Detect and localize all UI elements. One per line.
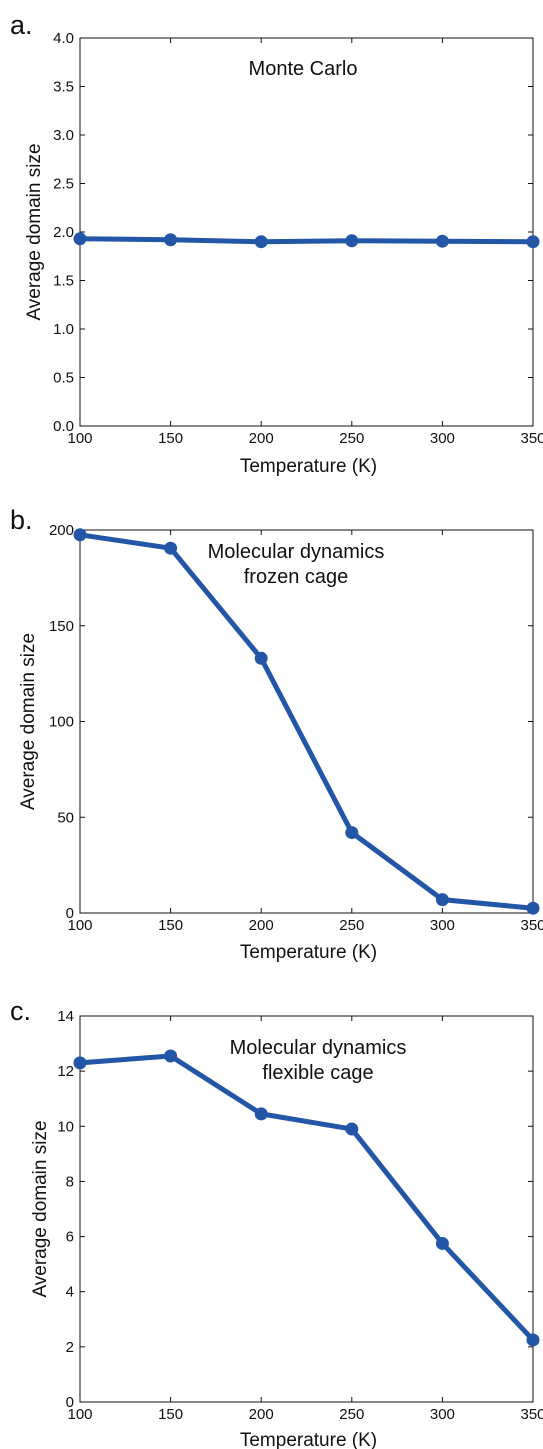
y-tick-label: 200	[49, 522, 74, 539]
y-tick-label: 4.0	[53, 30, 74, 47]
data-point	[527, 236, 539, 248]
x-tick-label: 150	[158, 430, 183, 447]
y-tick-label: 50	[57, 809, 74, 826]
data-point	[74, 529, 86, 541]
annotation-line: flexible cage	[262, 1062, 373, 1084]
y-tick-label: 4	[66, 1284, 74, 1301]
y-tick-label: 8	[66, 1173, 74, 1190]
y-axis-label: Average domain size	[24, 143, 45, 320]
y-tick-label: 100	[49, 714, 74, 731]
panel-label: c.	[10, 996, 31, 1026]
y-tick-label: 0.5	[53, 370, 74, 387]
x-tick-label: 150	[158, 917, 183, 934]
data-point	[346, 1123, 358, 1135]
panel-label: b.	[10, 505, 33, 535]
data-point	[527, 1334, 539, 1346]
data-point	[346, 235, 358, 247]
y-tick-label: 0	[66, 905, 74, 922]
x-tick-label: 350	[520, 917, 543, 934]
chart-panel-3: c.100 150 200 250 300 35002468101214Temperatu…	[10, 996, 543, 1449]
chart-annotation: Molecular dynamics flexible cage	[230, 1037, 407, 1084]
x-axis-label: Temperature (K)	[240, 1430, 377, 1449]
y-axis-label: Average domain size	[30, 1120, 51, 1297]
panel-label: a.	[10, 10, 33, 40]
chart-panel-2: b.100 150 200 250 300 350050100150200Temperat…	[10, 505, 543, 963]
data-point	[165, 1050, 177, 1062]
y-tick-label: 2.5	[53, 176, 74, 193]
data-point	[255, 1108, 267, 1120]
x-axis-label: Temperature (K)	[240, 942, 377, 963]
series-line	[80, 1056, 533, 1340]
data-point	[165, 542, 177, 554]
data-point	[346, 827, 358, 839]
data-point	[74, 233, 86, 245]
annotation-line: Molecular dynamics	[208, 541, 385, 563]
data-point	[436, 894, 448, 906]
data-point	[255, 236, 267, 248]
chart-annotation: Monte Carlo	[249, 58, 358, 80]
x-tick-label: 250	[339, 430, 364, 447]
x-tick-label: 200	[249, 1406, 274, 1423]
data-point	[165, 234, 177, 246]
x-tick-label: 250	[339, 1406, 364, 1423]
annotation-line: Molecular dynamics	[230, 1037, 407, 1059]
plot-frame	[80, 38, 533, 426]
x-tick-label: 150	[158, 1406, 183, 1423]
annotation-line: Monte Carlo	[249, 58, 358, 80]
data-point	[436, 235, 448, 247]
y-tick-label: 1.0	[53, 321, 74, 338]
series-line	[80, 239, 533, 242]
y-tick-label: 3.0	[53, 127, 74, 144]
x-tick-label: 300	[430, 430, 455, 447]
x-tick-label: 200	[249, 430, 274, 447]
y-tick-label: 12	[57, 1063, 74, 1080]
y-tick-label: 150	[49, 618, 74, 635]
y-tick-label: 14	[57, 1008, 74, 1025]
y-tick-label: 0.0	[53, 418, 74, 435]
x-tick-label: 350	[520, 430, 543, 447]
series-line	[80, 535, 533, 908]
data-point	[527, 902, 539, 914]
x-tick-label: 200	[249, 917, 274, 934]
x-tick-label: 300	[430, 917, 455, 934]
x-tick-label: 250	[339, 917, 364, 934]
data-point	[74, 1057, 86, 1069]
data-point	[436, 1237, 448, 1249]
annotation-line: frozen cage	[244, 566, 349, 588]
data-point	[255, 652, 267, 664]
y-tick-label: 3.5	[53, 79, 74, 96]
y-tick-label: 1.5	[53, 273, 74, 290]
y-tick-label: 6	[66, 1229, 74, 1246]
x-tick-label: 350	[520, 1406, 543, 1423]
x-tick-label: 300	[430, 1406, 455, 1423]
y-tick-label: 2.0	[53, 224, 74, 241]
y-tick-label: 10	[57, 1118, 74, 1135]
chart-panel-1: a.100 150 200 250 300 3500.00.51.01.52.02.53.…	[10, 10, 543, 477]
x-axis-label: Temperature (K)	[240, 456, 377, 477]
y-tick-label: 0	[66, 1394, 74, 1411]
y-tick-label: 2	[66, 1339, 74, 1356]
chart-annotation: Molecular dynamics frozen cage	[208, 541, 385, 588]
y-axis-label: Average domain size	[18, 633, 39, 810]
